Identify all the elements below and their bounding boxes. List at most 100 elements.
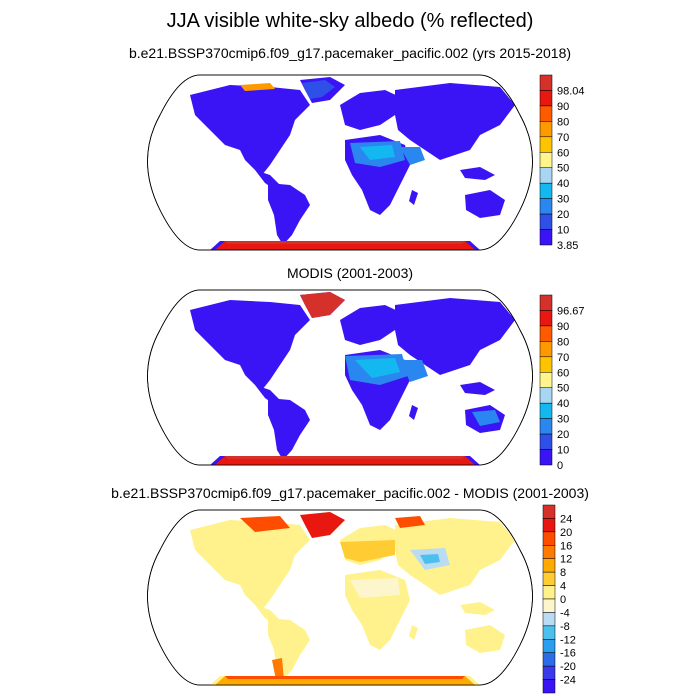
colorbar-2-label: 80 <box>557 336 569 348</box>
colorbar-3-label: -20 <box>560 661 576 673</box>
colorbar-3-box <box>542 625 556 640</box>
colorbar-3-label: -8 <box>560 621 570 633</box>
main-title: JJA visible white-sky albedo (% reflecte… <box>166 10 534 32</box>
colorbar-2-box <box>539 341 553 358</box>
colorbar-1-box <box>539 121 553 138</box>
panel-2-map <box>147 289 533 466</box>
colorbar-1-label: 50 <box>557 163 569 175</box>
colorbar-3-label: -12 <box>560 634 576 646</box>
p3-andes <box>272 658 284 680</box>
colorbar-2-box <box>539 418 553 435</box>
colorbar-3-label: -16 <box>560 648 576 660</box>
colorbar-3-box <box>542 518 556 533</box>
colorbar-2-box <box>539 387 553 404</box>
colorbar-1-label: 20 <box>557 209 569 221</box>
colorbar-3-box <box>542 558 556 573</box>
colorbar-1-label: 80 <box>557 116 569 128</box>
colorbar-1-label: 10 <box>557 225 569 237</box>
colorbar-1-label: 40 <box>557 178 569 190</box>
colorbar-2-box <box>539 449 553 466</box>
colorbar-3-box <box>542 652 556 667</box>
panel-3-map <box>147 509 533 686</box>
colorbar-3-box <box>542 612 556 627</box>
colorbar-3-label: 20 <box>560 527 572 539</box>
p3-antarctica-edge <box>225 676 465 679</box>
colorbar-1-label: 60 <box>557 147 569 159</box>
colorbar-1-label: 30 <box>557 194 569 206</box>
colorbar-2-label: 30 <box>557 414 569 426</box>
panel-2-title: MODIS (2001-2003) <box>286 265 414 281</box>
p3-canada-arctic <box>240 516 290 532</box>
colorbar-2-box <box>539 294 553 311</box>
p1-arabia <box>400 147 425 165</box>
colorbar-3-box <box>542 571 556 586</box>
colorbar-3-box <box>542 531 556 546</box>
colorbar-2-box <box>539 356 553 373</box>
colorbar-2-label: 70 <box>557 352 569 364</box>
p3-europe-diff <box>340 540 395 562</box>
colorbar-2-box <box>539 433 553 450</box>
colorbar-3-box <box>542 639 556 653</box>
panel-1-title: b.e21.BSSP370cmip6.f09_g17.pacemaker_pac… <box>128 45 572 61</box>
p2-sahara-core <box>355 358 400 378</box>
p2-australia <box>472 410 500 426</box>
colorbar-1-box <box>539 90 553 107</box>
panel-1-map <box>147 74 533 251</box>
colorbar-1-label: 98.04 <box>557 85 585 97</box>
colorbar-1-box <box>539 198 553 215</box>
colorbar-3-label: 12 <box>560 554 572 566</box>
colorbar-1-box <box>539 136 553 153</box>
p2-antarctica-edge <box>225 456 465 459</box>
p1-antarctica-edge <box>225 241 465 244</box>
p2-greenland <box>300 292 345 318</box>
colorbar-2: 96.67 90 80 70 60 50 40 30 20 10 0 <box>539 294 585 472</box>
colorbar-3-box <box>542 665 556 680</box>
colorbar-1-label: 3.85 <box>557 240 578 252</box>
colorbar-2-label: 20 <box>557 429 569 441</box>
colorbar-2-label: 50 <box>557 383 569 395</box>
colorbar-3-label: 8 <box>560 567 566 579</box>
colorbar-1: 98.04 90 80 70 60 50 40 30 20 10 3.85 <box>539 74 585 252</box>
colorbar-3-label: -24 <box>560 675 576 687</box>
colorbar-3-box <box>542 545 556 559</box>
colorbar-1-box <box>539 182 553 199</box>
colorbar-3-box <box>542 598 556 613</box>
colorbar-2-label: 96.67 <box>557 305 585 317</box>
colorbar-2-label: 90 <box>557 321 569 333</box>
colorbar-3-box <box>542 585 556 600</box>
colorbar-2-box <box>539 372 553 388</box>
colorbar-1-box <box>539 167 553 184</box>
colorbar-3-box <box>542 504 556 519</box>
colorbar-3-label: -4 <box>560 607 570 619</box>
colorbar-2-box <box>539 325 553 342</box>
panel-3-title: b.e21.BSSP370cmip6.f09_g17.pacemaker_pac… <box>111 485 589 501</box>
p1-arctic <box>240 83 275 91</box>
colorbar-1-label: 70 <box>557 132 569 144</box>
colorbar-1-box <box>539 74 553 91</box>
colorbar-1-box <box>539 152 553 168</box>
colorbar-3-label: 16 <box>560 540 572 552</box>
colorbar-3-label: 0 <box>560 594 566 606</box>
p3-scand <box>395 516 425 528</box>
p2-arabia <box>400 360 428 382</box>
colorbar-3-label: 4 <box>560 581 566 593</box>
p3-asia-blue2 <box>420 554 440 564</box>
colorbar-2-label: 0 <box>557 460 563 472</box>
colorbar-3-box <box>542 679 556 694</box>
colorbar-2-box <box>539 402 553 419</box>
p3-sahara-diff <box>350 578 400 598</box>
colorbar-1-label: 90 <box>557 101 569 113</box>
colorbar-1-box <box>539 213 553 230</box>
colorbar-2-box <box>539 310 553 327</box>
p1-greenland <box>302 80 335 99</box>
colorbar-2-label: 40 <box>557 398 569 410</box>
colorbar-3-label: 24 <box>560 513 572 525</box>
colorbar-1-box <box>539 229 553 246</box>
p3-greenland-diff <box>300 512 345 538</box>
colorbar-1-box <box>539 105 553 122</box>
colorbar-2-label: 60 <box>557 367 569 379</box>
p1-sahara-core <box>360 145 395 160</box>
colorbar-2-label: 10 <box>557 445 569 457</box>
